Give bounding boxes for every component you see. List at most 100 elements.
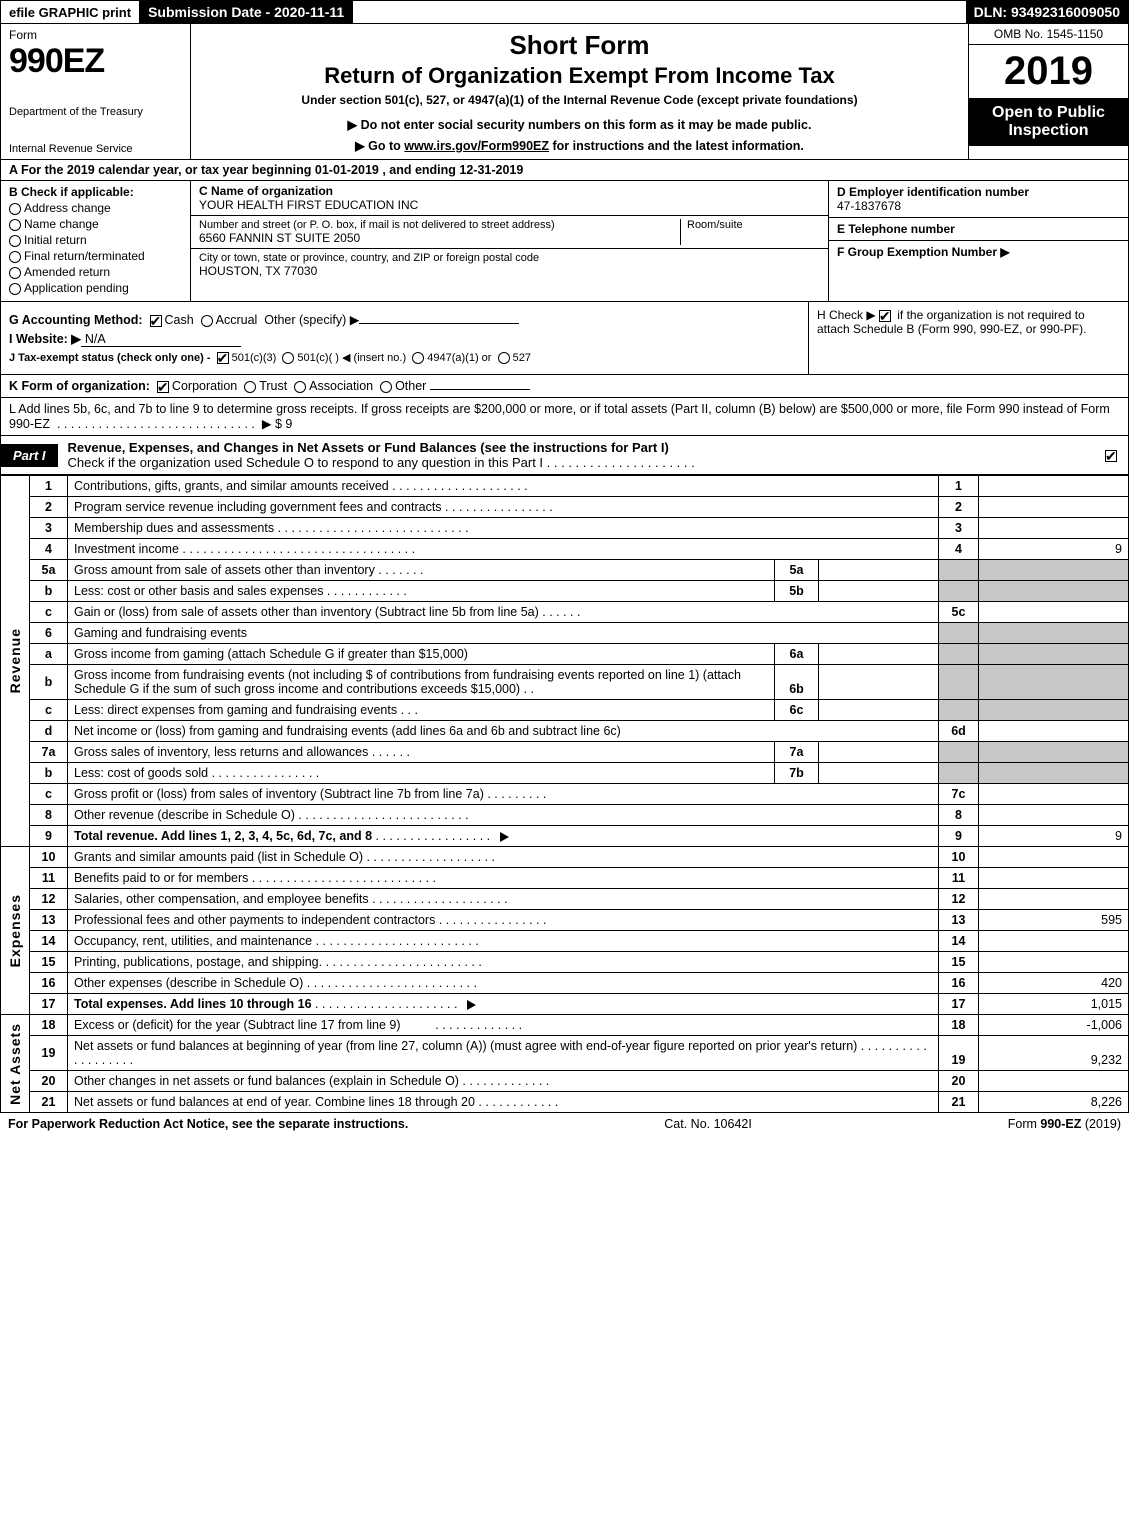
b-header: B Check if applicable:	[9, 185, 182, 199]
cb-initial-return[interactable]: Initial return	[9, 233, 182, 247]
cb-part1-schedO[interactable]	[1105, 450, 1117, 462]
efile-label[interactable]: efile GRAPHIC print	[1, 1, 140, 23]
lines-table: Revenue 1 Contributions, gifts, grants, …	[0, 475, 1129, 1113]
c-addr-row: Number and street (or P. O. box, if mail…	[191, 216, 828, 249]
row-a-tax-year: A For the 2019 calendar year, or tax yea…	[0, 160, 1129, 181]
g-accrual: Accrual	[216, 313, 258, 327]
line-numcol	[939, 763, 979, 784]
irs-link[interactable]: www.irs.gov/Form990EZ	[404, 139, 549, 153]
line-num: 19	[30, 1036, 68, 1071]
line-num: c	[30, 700, 68, 721]
note-link: ▶ Go to www.irs.gov/Form990EZ for instru…	[201, 138, 958, 153]
line-desc: Net assets or fund balances at end of ye…	[68, 1092, 939, 1113]
i-label: I Website: ▶	[9, 332, 81, 346]
j-501c3: 501(c)(3)	[232, 352, 277, 364]
line-numcol	[939, 665, 979, 700]
cb-name-change[interactable]: Name change	[9, 217, 182, 231]
cb-501c3[interactable]	[217, 352, 229, 364]
c-name-label: C Name of organization	[199, 184, 820, 198]
cb-assoc[interactable]	[294, 381, 306, 393]
line-numcol: 13	[939, 910, 979, 931]
line-num: 2	[30, 497, 68, 518]
note-link-post: for instructions and the latest informat…	[549, 139, 804, 153]
line-numcol: 2	[939, 497, 979, 518]
form-number: 990EZ	[9, 42, 182, 81]
line-desc: Less: cost or other basis and sales expe…	[68, 581, 775, 602]
line-desc: Gross sales of inventory, less returns a…	[68, 742, 775, 763]
line-val: 420	[979, 973, 1129, 994]
line-desc: Other revenue (describe in Schedule O) .…	[68, 805, 939, 826]
line-subval	[819, 581, 939, 602]
line-desc: Net assets or fund balances at beginning…	[68, 1036, 939, 1071]
cb-address-change[interactable]: Address change	[9, 201, 182, 215]
k-assoc: Association	[309, 379, 373, 393]
line-numcol: 14	[939, 931, 979, 952]
c-room-label: Room/suite	[687, 219, 820, 231]
line-subval	[819, 560, 939, 581]
line-val	[979, 1071, 1129, 1092]
cb-4947[interactable]	[412, 352, 424, 364]
line-num: c	[30, 784, 68, 805]
line-val	[979, 644, 1129, 665]
line-val	[979, 742, 1129, 763]
cb-application-pending[interactable]: Application pending	[9, 281, 182, 295]
cb-h[interactable]	[879, 310, 891, 322]
cb-527[interactable]	[498, 352, 510, 364]
line-val: 9,232	[979, 1036, 1129, 1071]
cb-accrual[interactable]	[201, 315, 213, 327]
line-num: 15	[30, 952, 68, 973]
g-other-input[interactable]	[359, 323, 519, 324]
cb-final-return[interactable]: Final return/terminated	[9, 249, 182, 263]
line-desc: Gaming and fundraising events	[68, 623, 939, 644]
cb-amended-return[interactable]: Amended return	[9, 265, 182, 279]
dept-treasury: Department of the Treasury	[9, 106, 182, 118]
header-right: OMB No. 1545-1150 2019 Open to Public In…	[968, 24, 1128, 159]
line-numcol	[939, 742, 979, 763]
row-l: L Add lines 5b, 6c, and 7b to line 9 to …	[0, 398, 1129, 436]
cb-other[interactable]	[380, 381, 392, 393]
line-desc: Salaries, other compensation, and employ…	[68, 889, 939, 910]
j-4947: 4947(a)(1) or	[427, 352, 491, 364]
cb-501c[interactable]	[282, 352, 294, 364]
line-desc: Other expenses (describe in Schedule O) …	[68, 973, 939, 994]
j-501c: 501(c)( ) ◀ (insert no.)	[297, 352, 406, 364]
line-numcol: 16	[939, 973, 979, 994]
line-desc: Contributions, gifts, grants, and simila…	[68, 476, 939, 497]
line-num: 11	[30, 868, 68, 889]
form-header: Form 990EZ Department of the Treasury In…	[0, 24, 1129, 160]
line-val	[979, 581, 1129, 602]
cb-cash[interactable]	[150, 315, 162, 327]
line-numcol	[939, 623, 979, 644]
line-val: -1,006	[979, 1015, 1129, 1036]
line-numcol	[939, 560, 979, 581]
cb-trust[interactable]	[244, 381, 256, 393]
line-desc: Gross profit or (loss) from sales of inv…	[68, 784, 939, 805]
g-label: G Accounting Method:	[9, 313, 143, 327]
line-desc: Gross amount from sale of assets other t…	[68, 560, 775, 581]
cb-corp[interactable]	[157, 381, 169, 393]
line-numcol: 4	[939, 539, 979, 560]
line-desc: Total revenue. Add lines 1, 2, 3, 4, 5c,…	[68, 826, 939, 847]
line-val	[979, 497, 1129, 518]
d-ein-label: D Employer identification number	[837, 185, 1120, 199]
top-bar: efile GRAPHIC print Submission Date - 20…	[0, 0, 1129, 24]
c-city-value: HOUSTON, TX 77030	[199, 264, 820, 278]
line-numcol: 20	[939, 1071, 979, 1092]
f-group-exemption: F Group Exemption Number ▶	[829, 241, 1128, 301]
j-label: J Tax-exempt status (check only one) -	[9, 352, 211, 364]
line-desc: Less: cost of goods sold . . . . . . . .…	[68, 763, 775, 784]
k-other-input[interactable]	[430, 389, 530, 390]
line-num: d	[30, 721, 68, 742]
line-val	[979, 476, 1129, 497]
c-city-row: City or town, state or province, country…	[191, 249, 828, 281]
j-527: 527	[513, 352, 531, 364]
d-ein-value: 47-1837678	[837, 199, 1120, 213]
g-accounting: G Accounting Method: Cash Accrual Other …	[9, 312, 800, 327]
line-numcol	[939, 700, 979, 721]
d-ein: D Employer identification number 47-1837…	[829, 181, 1128, 218]
k-trust: Trust	[259, 379, 287, 393]
line-num: 3	[30, 518, 68, 539]
line-val	[979, 560, 1129, 581]
line-numcol: 19	[939, 1036, 979, 1071]
line-val	[979, 889, 1129, 910]
